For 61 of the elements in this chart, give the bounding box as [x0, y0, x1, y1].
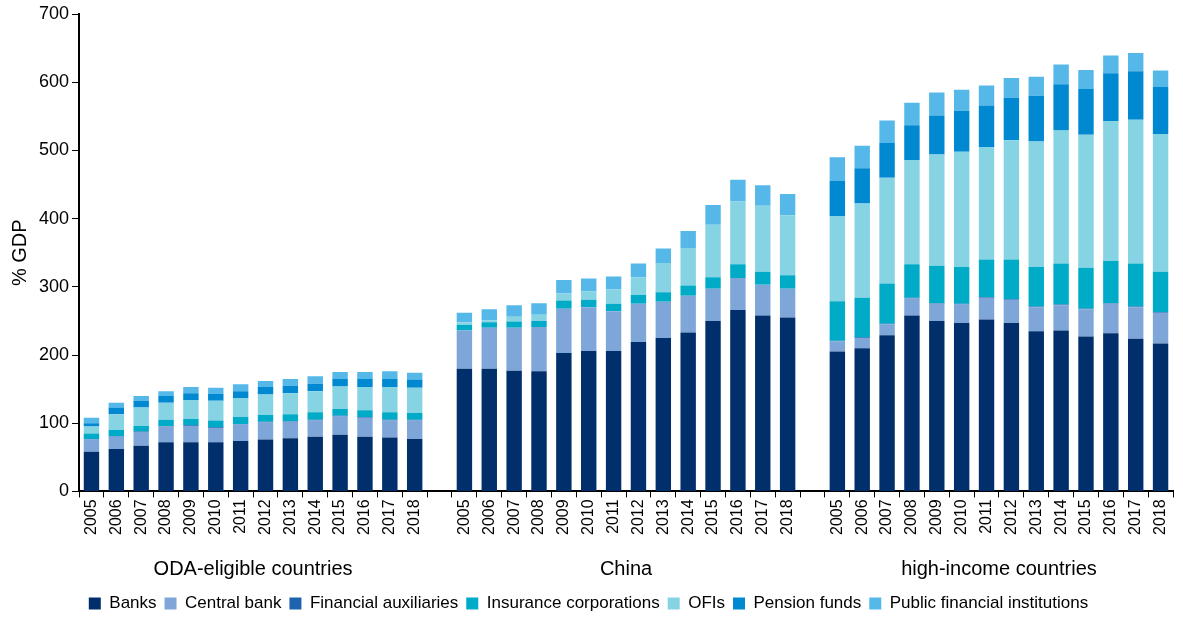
x-tick-label: 2012	[1001, 499, 1019, 535]
legend-label: OFIs	[688, 593, 726, 613]
x-tick-label: 2006	[106, 499, 124, 535]
x-tick-label: 2016	[355, 499, 373, 535]
y-tick-label: 500	[38, 139, 70, 160]
x-tick-label: 2016	[1101, 499, 1119, 535]
x-tick-label: 2012	[628, 499, 646, 535]
x-tick-label: 2017	[753, 499, 771, 535]
y-tick-label: 400	[38, 207, 70, 228]
x-tick-label: 2017	[1126, 499, 1144, 535]
x-tick-label: 2007	[504, 499, 522, 535]
y-tick-label: 0	[59, 480, 70, 501]
x-tick-label: 2014	[1051, 499, 1069, 535]
x-tick-label: 2010	[206, 499, 224, 535]
legend-label: Financial auxiliaries	[309, 593, 459, 613]
x-tick-label: 2007	[877, 499, 895, 535]
x-tick-label: 2013	[1026, 499, 1044, 535]
x-tick-label: 2006	[479, 499, 497, 535]
x-tick-label: 2008	[156, 499, 174, 535]
x-tick-label: 2011	[976, 499, 994, 534]
x-tick-label: 2018	[1150, 499, 1168, 535]
x-tick-label: 2005	[827, 499, 845, 535]
x-tick-label: 2008	[902, 499, 920, 535]
legend-label: Central bank	[185, 593, 282, 613]
x-tick-label: 2015	[1076, 499, 1094, 535]
y-tick-label: 300	[38, 275, 70, 296]
x-tick-label: 2011	[603, 499, 621, 534]
x-tick-label: 2006	[852, 499, 870, 535]
x-tick-label: 2012	[255, 499, 273, 535]
y-axis-title: % GDP	[7, 219, 30, 287]
x-tick-label: 2013	[653, 499, 671, 535]
y-tick-label: 700	[38, 2, 70, 23]
x-tick-label: 2011	[231, 499, 249, 534]
legend-label: Banks	[109, 593, 157, 613]
x-tick-label: 2009	[181, 499, 199, 535]
y-tick-label: 600	[38, 71, 70, 92]
y-tick-label: 100	[38, 412, 70, 433]
x-tick-label: 2013	[280, 499, 298, 535]
x-tick-label: 2005	[454, 499, 472, 535]
y-tick-label: 200	[38, 343, 70, 364]
legend-label: Pension funds	[753, 593, 862, 613]
text: ODA-eligible countries	[153, 556, 353, 579]
x-tick-label: 2018	[778, 499, 796, 535]
x-tick-label: 2018	[405, 499, 423, 535]
x-tick-label: 2009	[927, 499, 945, 535]
x-tick-label: 2016	[728, 499, 746, 535]
legend-label: Insurance corporations	[486, 593, 660, 613]
x-tick-label: 2014	[305, 499, 323, 535]
legend-label: Public financial institutions	[889, 593, 1089, 613]
x-tick-label: 2010	[952, 499, 970, 535]
x-tick-label: 2007	[131, 499, 149, 535]
x-tick-label: 2014	[678, 499, 696, 535]
x-tick-label: 2015	[330, 499, 348, 535]
x-tick-label: 2009	[554, 499, 572, 535]
text: China	[599, 556, 654, 579]
x-tick-label: 2015	[703, 499, 721, 535]
x-tick-label: 2010	[579, 499, 597, 535]
text: high-income countries	[901, 556, 1097, 579]
x-tick-label: 2017	[380, 499, 398, 535]
x-tick-label: 2008	[529, 499, 547, 535]
x-tick-label: 2005	[81, 499, 99, 535]
